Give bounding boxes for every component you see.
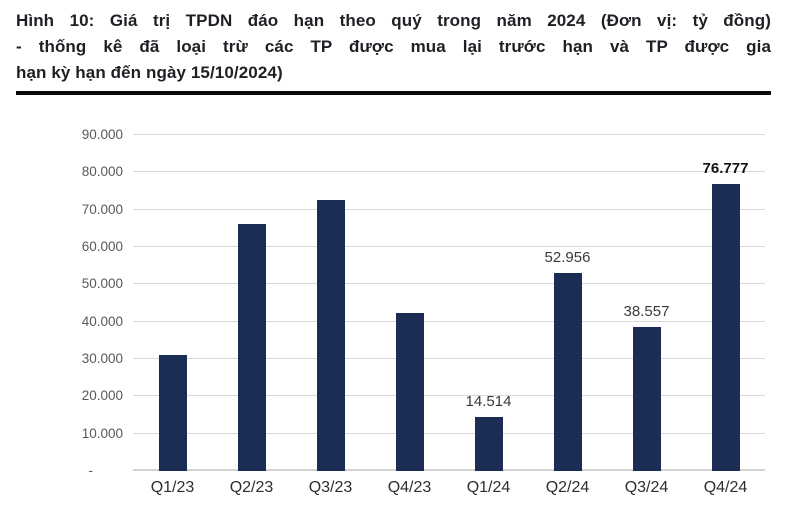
bar-chart-plot-area: Q1/23 Q2/23 Q3/23 Q4/23 14.514 Q1/24 52.956 Q2/… [133, 134, 765, 496]
bar-value-label: 38.557 [623, 303, 670, 321]
y-tick-label: 80.000 [81, 164, 123, 180]
x-tick-label: Q3/23 [308, 479, 353, 496]
bar-q2-24 [553, 273, 582, 471]
x-tick-label: Q3/24 [624, 479, 669, 496]
bar-value-label: 14.514 [465, 392, 512, 410]
x-axis-line [133, 469, 765, 471]
bar-q4-24 [711, 184, 740, 471]
y-tick-label: 30.000 [81, 350, 123, 366]
bar-slot-q2-24: 52.956 Q2/24 [528, 135, 607, 496]
bar-slot-q3-23: Q3/23 [291, 135, 370, 496]
x-tick-label: Q1/24 [466, 479, 511, 496]
x-tick-label: Q1/23 [150, 479, 195, 496]
bar-slot-q1-23: Q1/23 [133, 135, 212, 496]
x-tick-label: Q4/24 [703, 479, 748, 496]
y-tick-label: 20.000 [81, 388, 123, 404]
gridline [133, 208, 765, 210]
figure-caption: Hình 10: Giá trị TPDN đáo hạn theo quý t… [16, 8, 771, 86]
figure-caption-line-2: - thống kê đã loại trừ các TP được mua l… [16, 37, 771, 56]
gridline [133, 134, 765, 135]
y-tick-label: 50.000 [81, 276, 123, 292]
bar-q2-23 [237, 224, 266, 471]
y-tick-label: 40.000 [81, 313, 123, 329]
x-tick-label: Q2/24 [545, 479, 590, 496]
gridline [133, 246, 765, 247]
gridline [133, 320, 765, 322]
figure-caption-line-1: Hình 10: Giá trị TPDN đáo hạn theo quý t… [16, 11, 771, 30]
gridline [133, 395, 765, 397]
bar-slot-q4-24: 76.777 Q4/24 [686, 135, 765, 496]
bar-value-label: 76.777 [702, 160, 749, 178]
bar-q4-23 [395, 313, 424, 471]
caption-underline-rule [16, 91, 771, 95]
bar-q1-24 [474, 416, 503, 471]
bar-slot-q1-24: 14.514 Q1/24 [449, 135, 528, 496]
bar-q3-23 [316, 200, 345, 471]
bar-value-label: 52.956 [544, 249, 591, 267]
y-tick-label: - [88, 463, 94, 478]
y-tick-label: 10.000 [81, 425, 123, 441]
bar-q3-24 [632, 327, 661, 471]
bar-slot-q3-24: 38.557 Q3/24 [607, 135, 686, 496]
bar-slot-q4-23: Q4/23 [370, 135, 449, 496]
bar-q1-23 [158, 354, 187, 471]
x-tick-label: Q4/23 [387, 479, 432, 496]
gridline [133, 358, 765, 359]
y-tick-label: 90.000 [81, 127, 123, 142]
y-axis: 90.000 80.000 70.000 60.000 50.000 40.000 30.0… [30, 127, 123, 478]
y-tick-label: 70.000 [81, 201, 123, 217]
bar-slot-q2-23: Q2/23 [212, 135, 291, 496]
y-tick-label: 60.000 [81, 238, 123, 254]
x-tick-label: Q2/23 [229, 479, 274, 496]
gridline [133, 432, 765, 434]
gridline [133, 171, 765, 173]
gridline [133, 283, 765, 285]
figure-caption-line-3: hạn kỳ hạn đến ngày 15/10/2024) [16, 63, 283, 82]
